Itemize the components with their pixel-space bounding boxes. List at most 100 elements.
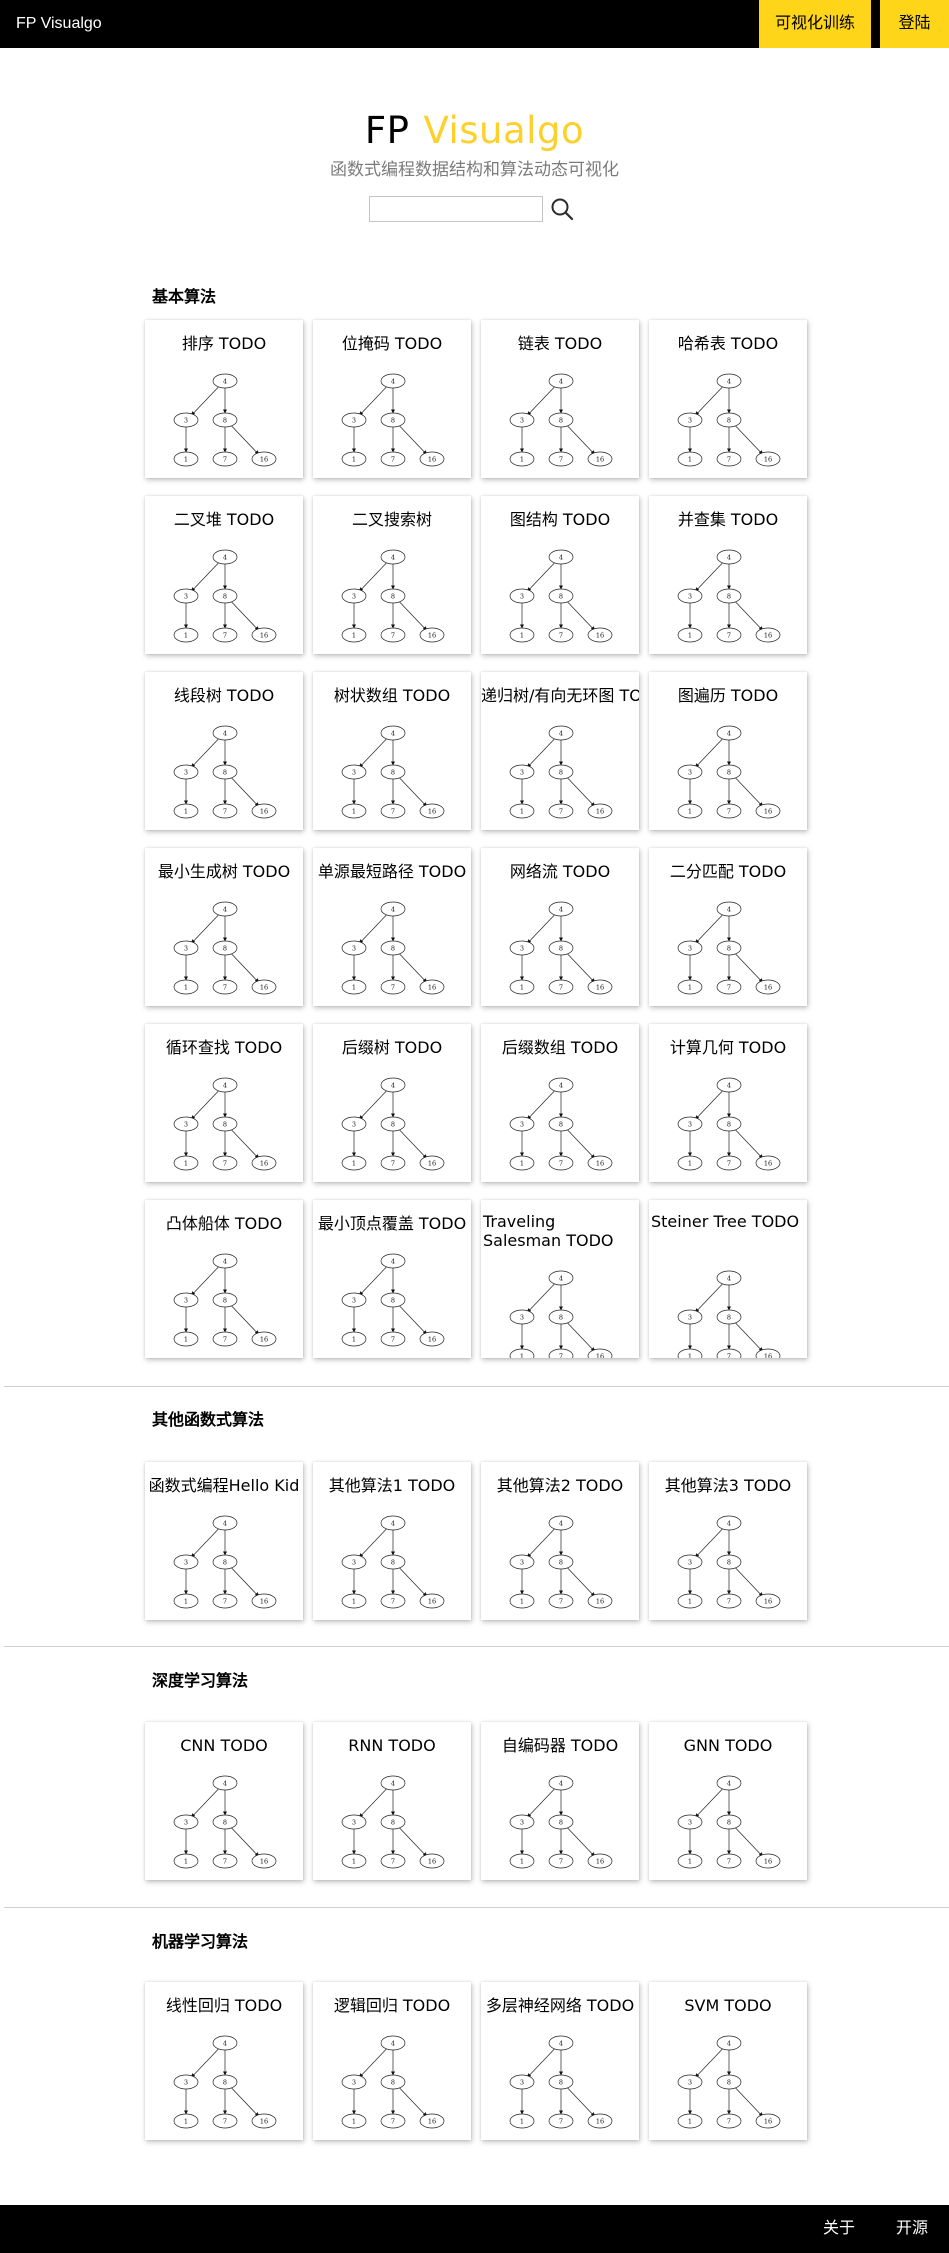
algorithm-card[interactable]: 图结构 TODO 4 3 8 1 7 16: [481, 496, 639, 654]
tree-node-label: 4: [391, 1779, 395, 1787]
algorithm-card[interactable]: 二叉堆 TODO 4 3 8 1 7 16: [145, 496, 303, 654]
binary-tree-thumbnail: 4 3 8 1 7 16: [169, 1514, 281, 1619]
algorithm-card[interactable]: 逻辑回归 TODO 4 3 8 1 7 16: [313, 1982, 471, 2140]
tree-node-label: 16: [764, 1352, 772, 1358]
tree-node-label: 16: [596, 1352, 604, 1358]
tree-node-label: 3: [520, 1558, 524, 1566]
tree-edge: [567, 1129, 594, 1157]
tree-node-label: 1: [352, 2117, 356, 2125]
algorithm-card[interactable]: 图遍历 TODO 4 3 8 1 7 16: [649, 672, 807, 830]
algorithm-card-title: 循环查找 TODO: [145, 1038, 303, 1057]
algorithm-card[interactable]: 位掩码 TODO 4 3 8 1 7 16: [313, 320, 471, 478]
algorithm-card[interactable]: 凸体船体 TODO 4 3 8 1 7 16: [145, 1200, 303, 1358]
algorithm-card[interactable]: 其他算法3 TODO 4 3 8 1 7 16: [649, 1462, 807, 1620]
algorithm-card-title: 递归树/有向无环图 TODO: [481, 686, 639, 705]
algorithm-card[interactable]: 最小顶点覆盖 TODO 4 3 8 1 7 16: [313, 1200, 471, 1358]
algorithm-card[interactable]: 后缀树 TODO 4 3 8 1 7 16: [313, 1024, 471, 1182]
tree-node-label: 1: [184, 2117, 188, 2125]
brand-link[interactable]: FP Visualgo: [16, 0, 102, 48]
algorithm-card[interactable]: RNN TODO 4 3 8 1 7 16: [313, 1722, 471, 1880]
tree-node-label: 16: [764, 1597, 772, 1605]
tree-node-label: 16: [428, 1159, 436, 1167]
footer-open-source-link[interactable]: 开源: [896, 2205, 928, 2253]
algorithm-card[interactable]: 网络流 TODO 4 3 8 1 7 16: [481, 848, 639, 1006]
tree-node-label: 4: [391, 905, 395, 913]
binary-tree-thumbnail: 4 3 8 1 7 16: [337, 1774, 449, 1879]
algorithm-card[interactable]: 二叉搜索树 4 3 8 1 7 16: [313, 496, 471, 654]
tree-edge: [567, 425, 594, 453]
tree-node-label: 16: [764, 1857, 772, 1865]
tree-node-label: 3: [352, 592, 356, 600]
algorithm-card[interactable]: 函数式编程Hello Kid 4 3 8 1 7 16: [145, 1462, 303, 1620]
tree-node-label: 7: [223, 1159, 227, 1167]
tree-node-label: 16: [764, 983, 772, 991]
algorithm-card[interactable]: 二分匹配 TODO 4 3 8 1 7 16: [649, 848, 807, 1006]
tree-node-label: 4: [223, 1257, 227, 1265]
binary-tree-thumbnail: 4 3 8 1 7 16: [169, 1252, 281, 1357]
tree-node-label: 8: [391, 1296, 395, 1304]
algorithm-card[interactable]: Traveling Salesman TODO 4 3 8 1 7 16: [481, 1200, 639, 1358]
search-button[interactable]: [549, 196, 577, 224]
algorithm-card-title: RNN TODO: [313, 1736, 471, 1755]
algorithm-card-title: 其他算法3 TODO: [649, 1476, 807, 1495]
algorithm-card[interactable]: 链表 TODO 4 3 8 1 7 16: [481, 320, 639, 478]
algorithm-card[interactable]: 其他算法1 TODO 4 3 8 1 7 16: [313, 1462, 471, 1620]
algorithm-card[interactable]: GNN TODO 4 3 8 1 7 16: [649, 1722, 807, 1880]
algorithm-card[interactable]: 并查集 TODO 4 3 8 1 7 16: [649, 496, 807, 654]
algorithm-card[interactable]: 循环查找 TODO 4 3 8 1 7 16: [145, 1024, 303, 1182]
algorithm-card[interactable]: 线段树 TODO 4 3 8 1 7 16: [145, 672, 303, 830]
nav-visual-training-button[interactable]: 可视化训练: [759, 0, 871, 48]
tree-node-label: 3: [184, 768, 188, 776]
algorithm-card[interactable]: 单源最短路径 TODO 4 3 8 1 7 16: [313, 848, 471, 1006]
tree-node-label: 7: [223, 983, 227, 991]
tree-edge: [696, 1528, 723, 1556]
tree-node-label: 7: [727, 455, 731, 463]
algorithm-card[interactable]: 最小生成树 TODO 4 3 8 1 7 16: [145, 848, 303, 1006]
tree-edge: [735, 1827, 762, 1855]
tree-edge: [360, 562, 387, 590]
algorithm-card[interactable]: 其他算法2 TODO 4 3 8 1 7 16: [481, 1462, 639, 1620]
algorithm-card[interactable]: Steiner Tree TODO 4 3 8 1 7 16: [649, 1200, 807, 1358]
tree-edge: [528, 738, 555, 766]
algorithm-card[interactable]: CNN TODO 4 3 8 1 7 16: [145, 1722, 303, 1880]
tree-node-label: 8: [391, 1818, 395, 1826]
tree-edge: [696, 738, 723, 766]
tree-node-label: 8: [559, 944, 563, 952]
tree-node-label: 8: [223, 944, 227, 952]
tree-node-label: 1: [184, 1597, 188, 1605]
tree-edge: [399, 425, 426, 453]
tree-edge: [192, 1090, 219, 1118]
algorithm-card-title: 二叉搜索树: [313, 510, 471, 529]
algorithm-card[interactable]: 自编码器 TODO 4 3 8 1 7 16: [481, 1722, 639, 1880]
nav-login-button[interactable]: 登陆: [880, 0, 949, 48]
tree-node-label: 3: [688, 1558, 692, 1566]
tree-edge: [231, 777, 258, 805]
tree-node-label: 8: [391, 2078, 395, 2086]
tree-node-label: 7: [391, 2117, 395, 2125]
algorithm-card[interactable]: 树状数组 TODO 4 3 8 1 7 16: [313, 672, 471, 830]
search-input[interactable]: [369, 196, 543, 222]
section-title: 其他函数式算法: [152, 1409, 264, 1431]
algorithm-card[interactable]: 递归树/有向无环图 TODO 4 3 8 1 7 16: [481, 672, 639, 830]
algorithm-card[interactable]: 线性回归 TODO 4 3 8 1 7 16: [145, 1982, 303, 2140]
tree-edge: [360, 386, 387, 414]
tree-node-label: 3: [688, 1818, 692, 1826]
binary-tree-thumbnail: 4 3 8 1 7 16: [169, 1076, 281, 1181]
tree-node-label: 1: [520, 1159, 524, 1167]
algorithm-card[interactable]: 计算几何 TODO 4 3 8 1 7 16: [649, 1024, 807, 1182]
algorithm-card[interactable]: 多层神经网络 TODO 4 3 8 1 7 16: [481, 1982, 639, 2140]
binary-tree-thumbnail: 4 3 8 1 7 16: [505, 1269, 617, 1358]
algorithm-card[interactable]: 后缀数组 TODO 4 3 8 1 7 16: [481, 1024, 639, 1182]
algorithm-card[interactable]: 哈希表 TODO 4 3 8 1 7 16: [649, 320, 807, 478]
tree-edge: [231, 1305, 258, 1333]
tree-node-label: 7: [727, 2117, 731, 2125]
footer-about-link[interactable]: 关于: [823, 2205, 855, 2253]
algorithm-card[interactable]: SVM TODO 4 3 8 1 7 16: [649, 1982, 807, 2140]
tree-node-label: 7: [223, 631, 227, 639]
tree-node-label: 8: [223, 1558, 227, 1566]
tree-node-label: 3: [520, 1120, 524, 1128]
tree-edge: [696, 1788, 723, 1816]
tree-edge: [399, 1305, 426, 1333]
algorithm-card[interactable]: 排序 TODO 4 3 8 1 7 16: [145, 320, 303, 478]
tree-node-label: 8: [223, 592, 227, 600]
